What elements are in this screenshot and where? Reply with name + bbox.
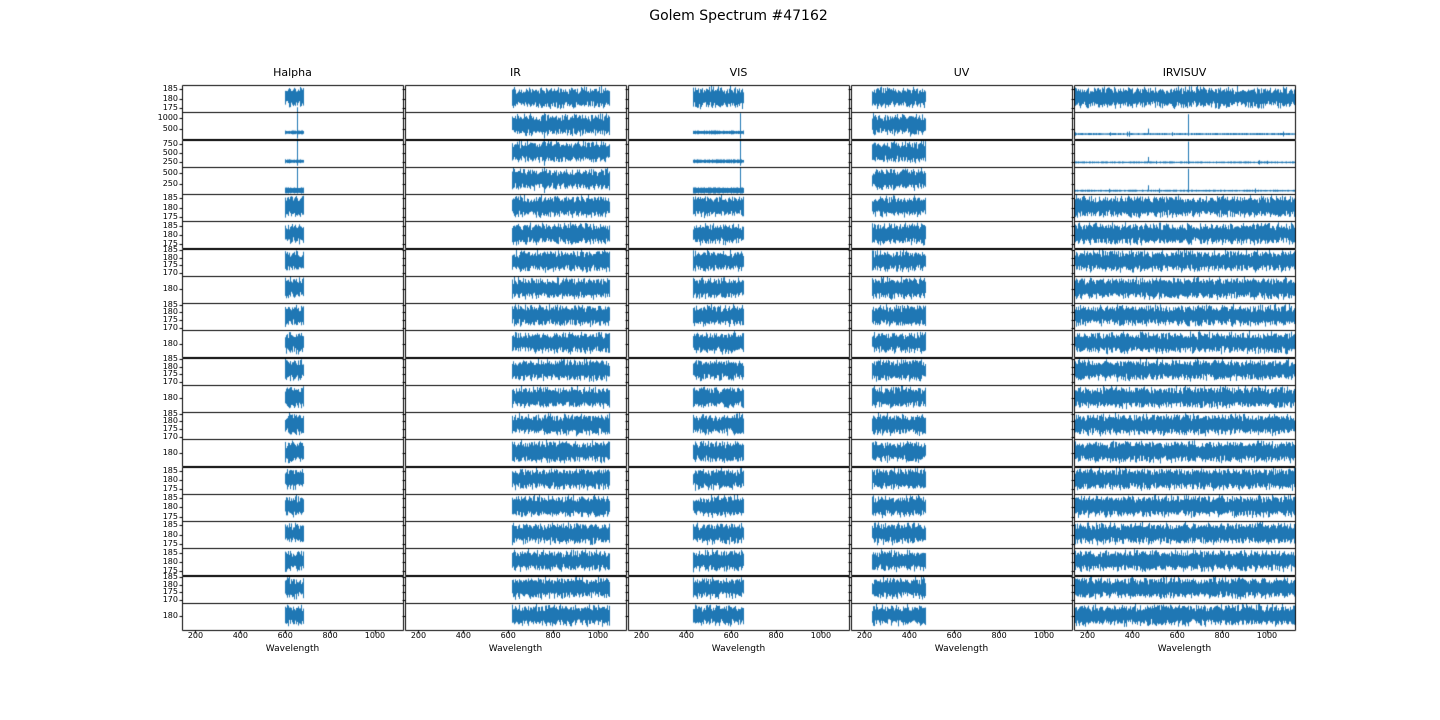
y-tick-label: 170	[162, 322, 178, 332]
y-tick-label: 750	[162, 138, 178, 148]
column-title: IR	[510, 66, 521, 79]
y-tick-label: 180	[162, 361, 178, 371]
y-tick-label: 175	[162, 484, 178, 494]
y-tick-label: 180	[162, 529, 178, 539]
y-tick-label: 175	[162, 566, 178, 576]
y-tick-label: 175	[162, 211, 178, 221]
y-tick-label: 180	[162, 611, 178, 621]
y-tick-label: 180	[162, 93, 178, 103]
y-tick-label: 185	[162, 84, 178, 94]
x-tick-label: 1000	[810, 631, 832, 640]
y-tick-label: 185	[162, 193, 178, 203]
x-tick-label: 400	[232, 631, 248, 640]
x-tick-label: 200	[187, 631, 204, 640]
column-title: VIS	[729, 66, 748, 79]
y-tick-label: 185	[162, 572, 178, 582]
y-tick-label: 500	[162, 167, 178, 177]
figure-title: Golem Spectrum #47162	[649, 8, 828, 24]
y-tick-label: 180	[162, 252, 178, 262]
x-tick-label: 600	[1169, 631, 1185, 640]
x-tick-label: 800	[322, 631, 338, 640]
y-tick-label: 500	[162, 124, 178, 134]
y-tick-label: 175	[162, 587, 178, 597]
x-tick-label: 800	[768, 631, 784, 640]
y-tick-label: 170	[162, 377, 178, 387]
y-tick-label: 180	[162, 338, 178, 348]
column-title: IRVISUV	[1162, 66, 1207, 79]
y-tick-label: 170	[162, 268, 178, 278]
x-tick-label: 600	[946, 631, 962, 640]
y-tick-label: 175	[162, 102, 178, 112]
y-tick-label: 185	[162, 465, 178, 475]
y-tick-label: 180	[162, 229, 178, 239]
x-tick-label: 200	[633, 631, 650, 640]
x-axis-label: Wavelength	[711, 644, 766, 654]
y-tick-label: 180	[162, 393, 178, 403]
x-axis-label: Wavelength	[488, 644, 543, 654]
y-tick-label: 180	[162, 307, 178, 317]
y-tick-label: 185	[162, 245, 178, 255]
y-tick-label: 250	[162, 157, 178, 167]
y-tick-label: 185	[162, 299, 178, 309]
y-tick-label: 185	[162, 493, 178, 503]
x-tick-label: 200	[1079, 631, 1096, 640]
y-tick-label: 175	[162, 511, 178, 521]
y-tick-label: 180	[162, 202, 178, 212]
x-tick-label: 1000	[587, 631, 609, 640]
y-tick-label: 185	[162, 520, 178, 530]
y-tick-label: 250	[162, 178, 178, 188]
y-tick-label: 180	[162, 475, 178, 485]
y-tick-label: 180	[162, 579, 178, 589]
y-tick-label: 175	[162, 369, 178, 379]
x-tick-label: 400	[1124, 631, 1140, 640]
y-tick-label: 1000	[157, 113, 178, 123]
x-tick-label: 400	[901, 631, 917, 640]
x-tick-label: 1000	[1256, 631, 1278, 640]
x-tick-label: 600	[500, 631, 516, 640]
x-tick-label: 200	[410, 631, 427, 640]
x-tick-label: 1000	[1033, 631, 1055, 640]
x-tick-label: 600	[723, 631, 739, 640]
x-tick-label: 800	[1214, 631, 1230, 640]
y-tick-label: 500	[162, 148, 178, 158]
y-tick-label: 170	[162, 431, 178, 441]
y-tick-label: 175	[162, 314, 178, 324]
x-tick-label: 800	[991, 631, 1007, 640]
x-axis-label: Wavelength	[934, 644, 989, 654]
y-tick-label: 180	[162, 447, 178, 457]
y-tick-label: 180	[162, 502, 178, 512]
x-tick-label: 200	[856, 631, 873, 640]
x-axis-label: Wavelength	[265, 644, 320, 654]
y-tick-label: 175	[162, 239, 178, 249]
y-tick-label: 185	[162, 220, 178, 230]
y-tick-label: 180	[162, 416, 178, 426]
x-tick-label: 800	[545, 631, 561, 640]
y-tick-label: 175	[162, 538, 178, 548]
y-tick-label: 175	[162, 423, 178, 433]
y-tick-label: 180	[162, 284, 178, 294]
x-tick-label: 400	[678, 631, 694, 640]
y-tick-label: 185	[162, 354, 178, 364]
y-tick-label: 185	[162, 408, 178, 418]
y-tick-label: 180	[162, 556, 178, 566]
y-tick-label: 175	[162, 260, 178, 270]
x-axis-label: Wavelength	[1157, 644, 1212, 654]
x-tick-label: 1000	[364, 631, 386, 640]
y-tick-label: 170	[162, 595, 178, 605]
x-tick-label: 400	[455, 631, 471, 640]
x-tick-label: 600	[277, 631, 293, 640]
y-tick-label: 185	[162, 547, 178, 557]
column-title: Halpha	[273, 66, 312, 79]
column-title: UV	[953, 66, 970, 79]
